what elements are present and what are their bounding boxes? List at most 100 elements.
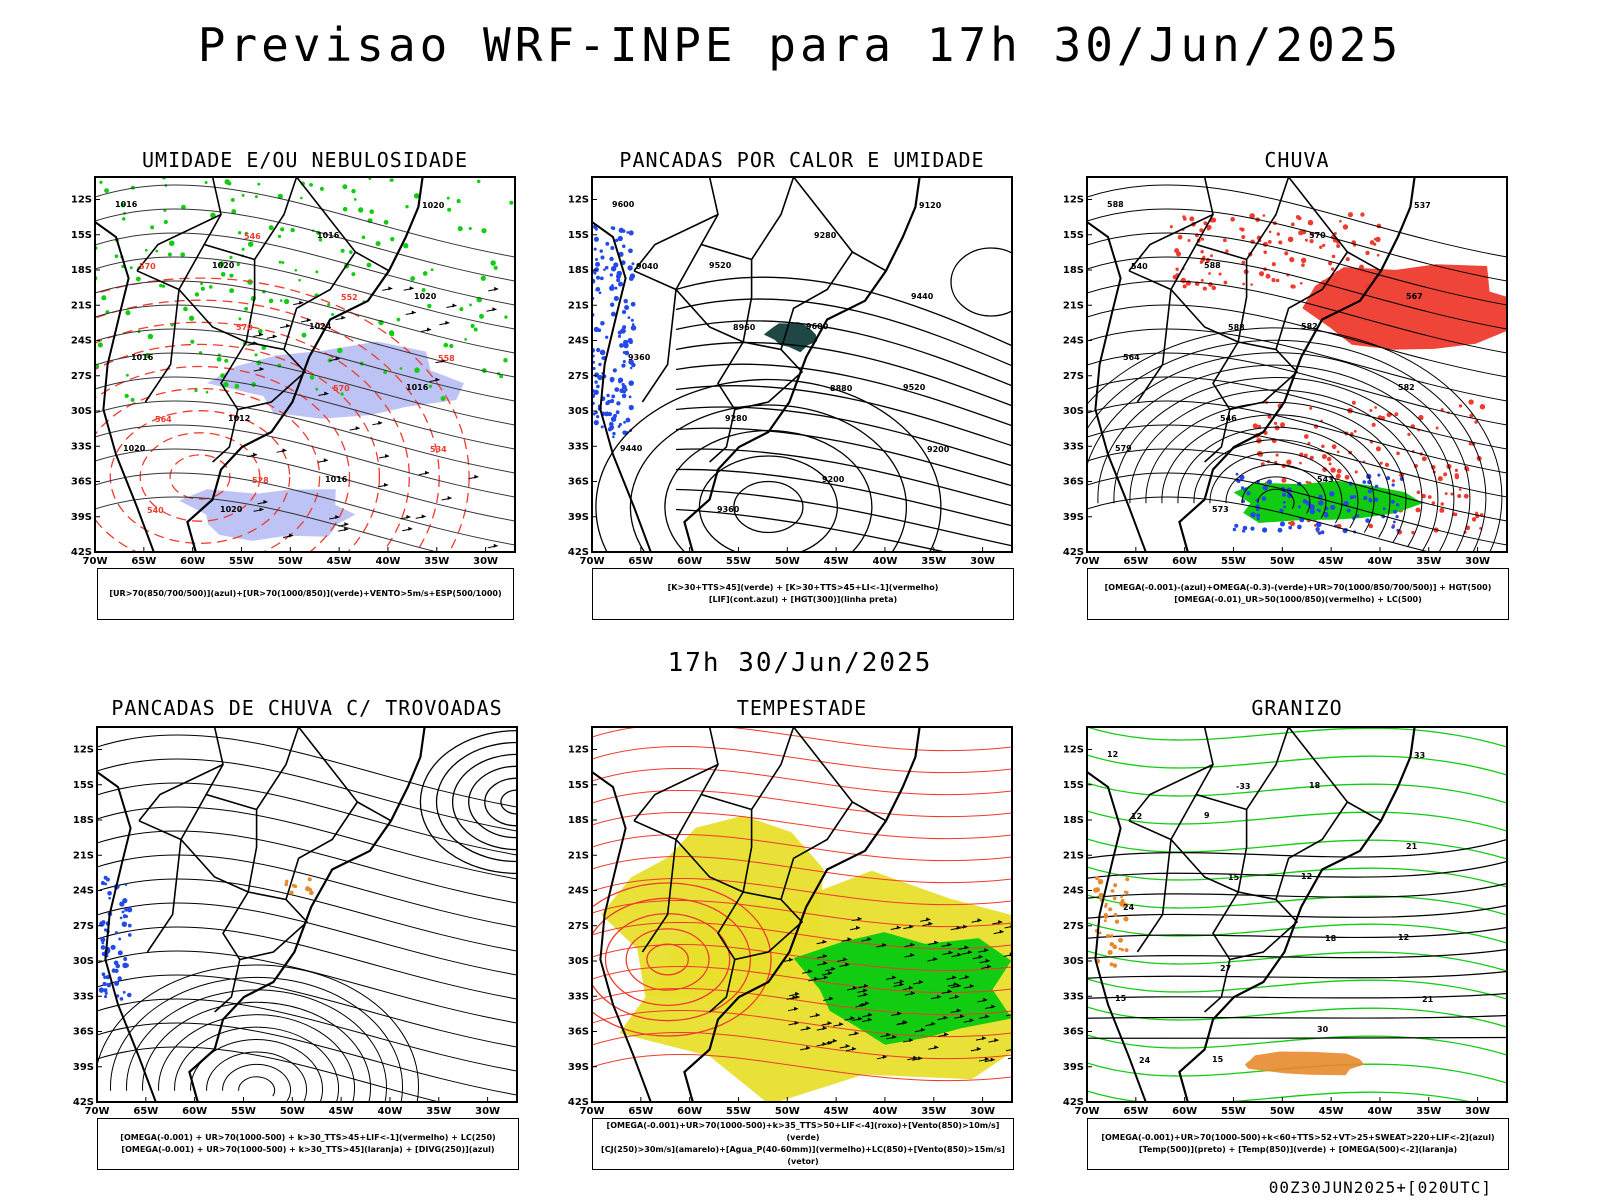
- map-frame: [96, 726, 518, 1103]
- y-tick-label: 33S: [1063, 441, 1084, 452]
- arrow-head: [452, 303, 457, 308]
- arrow-head: [913, 1055, 918, 1060]
- data-dot: [254, 353, 258, 357]
- data-dot: [118, 937, 122, 941]
- arrow-head: [441, 358, 446, 363]
- political-borders: [97, 727, 426, 1102]
- arrow-head: [990, 1057, 995, 1062]
- data-dot: [1336, 450, 1340, 454]
- map-umidade: 1016 1020 1024 1016 1020 1020 1016 1020 1016 1012…: [71, 176, 516, 567]
- arrow-head: [822, 1026, 827, 1031]
- country-border: [709, 409, 736, 463]
- data-dot: [1120, 898, 1125, 903]
- data-dot: [1395, 503, 1400, 507]
- legend-granizo: [OMEGA(-0.001)+UR>70(1000-500)+k<60+TTS>…: [1087, 1118, 1509, 1170]
- arrow-head: [425, 470, 430, 475]
- arrow-head: [385, 453, 390, 458]
- data-dot: [594, 227, 598, 231]
- contour: [1087, 727, 1507, 748]
- country-border: [180, 794, 258, 894]
- data-dot: [1297, 505, 1301, 509]
- data-dot: [231, 209, 237, 215]
- data-dot: [257, 182, 261, 186]
- y-tick-label: 42S: [1063, 1097, 1084, 1108]
- y-tick-label: 12S: [73, 745, 94, 756]
- contour-label: 1020: [414, 292, 437, 301]
- data-dot: [234, 383, 240, 389]
- contour-label: 1016: [325, 475, 348, 484]
- contour-label: 27: [1220, 964, 1231, 973]
- x-tick-label: 45W: [327, 556, 352, 567]
- data-dot: [126, 992, 132, 998]
- arrow-head: [335, 515, 340, 520]
- contour: [733, 480, 804, 534]
- data-dot: [1189, 216, 1195, 222]
- data-dot: [1118, 937, 1124, 943]
- data-dot: [1374, 484, 1379, 489]
- contour: [629, 404, 908, 552]
- east-coastline: [683, 727, 921, 1102]
- run-timestamp: 00Z30JUN2025+[020UTC]: [1268, 1178, 1492, 1197]
- country-border: [1195, 177, 1290, 261]
- data-dot: [167, 252, 172, 257]
- data-dot: [1360, 212, 1365, 217]
- data-dot: [598, 291, 602, 295]
- contour: [95, 277, 470, 552]
- data-dot: [595, 275, 601, 280]
- data-dot: [99, 180, 103, 184]
- streamline: [592, 745, 1012, 774]
- data-dot: [327, 303, 331, 307]
- data-dot: [1319, 245, 1323, 249]
- data-dot: [617, 425, 621, 428]
- data-dot: [349, 250, 353, 254]
- data-dot: [1335, 271, 1339, 275]
- y-tick-label: 24S: [568, 886, 589, 897]
- x-tick-label: 50W: [1270, 1106, 1295, 1117]
- data-dot: [1376, 253, 1380, 257]
- data-dot: [247, 241, 254, 247]
- data-dot: [1309, 508, 1316, 515]
- x-tick-label: 60W: [182, 1106, 207, 1117]
- x-tick-label: 35W: [426, 1106, 451, 1117]
- arrow-head: [955, 994, 960, 999]
- east-coastline: [683, 177, 921, 552]
- data-dot: [396, 317, 401, 322]
- contour-label: 579: [1115, 444, 1132, 453]
- streamline: [1087, 208, 1507, 282]
- data-dot: [1320, 530, 1325, 535]
- country-border: [852, 801, 887, 822]
- x-tick-label: 40W: [872, 556, 897, 567]
- data-dot: [499, 374, 504, 379]
- data-dot: [1386, 476, 1391, 481]
- y-tick-label: 24S: [73, 886, 94, 897]
- data-dot: [625, 417, 631, 423]
- streamline: [1241, 476, 1311, 514]
- contour: [1087, 838, 1507, 859]
- arrow-head: [899, 982, 904, 987]
- country-border: [283, 177, 357, 350]
- data-dot: [369, 209, 375, 214]
- jet-yellow-area: [601, 815, 824, 1020]
- x-tick-label: 30W: [473, 556, 498, 567]
- y-tick-label: 27S: [568, 371, 589, 382]
- data-dot: [158, 283, 163, 288]
- data-dot: [1107, 949, 1113, 956]
- contour: [95, 387, 321, 552]
- data-dot: [1307, 219, 1314, 226]
- country-border: [1275, 177, 1349, 350]
- country-border: [852, 251, 887, 272]
- data-dot: [114, 980, 120, 986]
- country-border: [138, 820, 182, 953]
- wind850-green-area: [793, 932, 1012, 1045]
- y-tick-label: 30S: [568, 956, 589, 967]
- arrow-head: [960, 1014, 965, 1019]
- data-dot: [361, 235, 366, 240]
- data-dot: [1365, 518, 1370, 523]
- data-dot: [1365, 250, 1370, 256]
- arrow-head: [865, 1001, 870, 1006]
- country-border: [1170, 244, 1248, 344]
- arrow-head: [823, 975, 828, 980]
- arrow-head: [427, 327, 432, 332]
- contour-label: 21: [1422, 995, 1434, 1004]
- map-content: [592, 727, 1012, 1102]
